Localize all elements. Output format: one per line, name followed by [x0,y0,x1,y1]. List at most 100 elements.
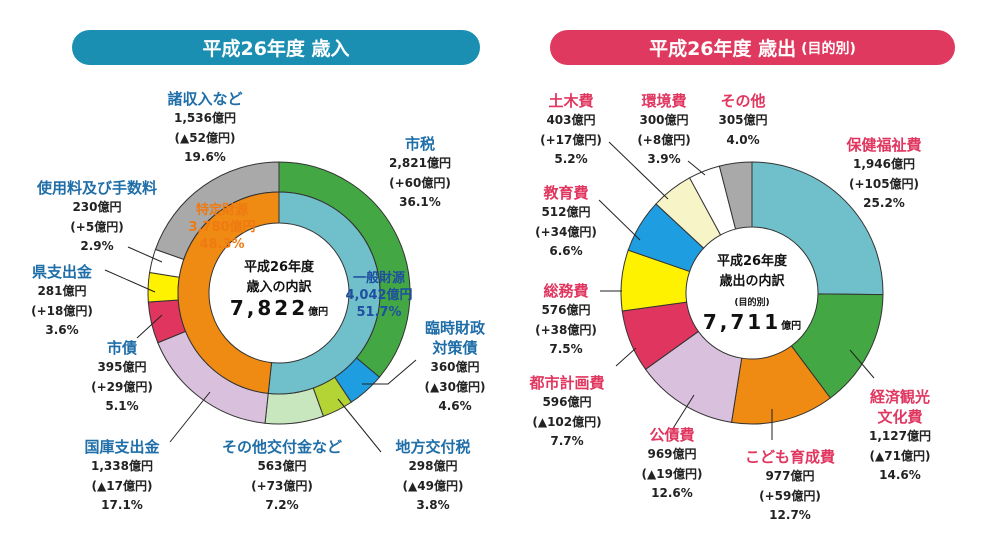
label-name: 公債費 [649,426,695,444]
revenue-title: 平成26年度 歳入 [202,38,350,60]
label-change: (+18億円) [31,303,93,318]
label-pct: 7.2% [265,498,299,512]
revenue-total: 7,822 [229,296,309,320]
label-name: 市債 [106,339,138,357]
label-name: 市税 [404,135,435,153]
label-change: (▲30億円) [424,379,486,394]
slice-label: 環境費 300億円 (+8億円) 3.9% [637,91,690,170]
slice-label: 県支出金 281億円 (+18億円) 3.6% [31,262,93,341]
leader-line [849,349,875,379]
slice-label: 諸収入など 1,536億円 (▲52億円) 19.6% [167,89,242,168]
label-amount: 563億円 [257,459,307,473]
label-name: その他 [720,92,766,110]
label-amount: 512億円 [541,205,591,219]
label-pct: 36.1% [399,195,441,209]
label-change: (+17億円) [540,132,602,147]
label-change: (▲71億円) [869,448,931,463]
label-amount: 2,821億円 [389,156,451,170]
leader-line [598,199,641,241]
slice-label: 国庫支出金 1,338億円 (▲17億円) 17.1% [84,437,159,516]
leader-line [337,398,382,453]
slice-label: 都市計画費 596億円 (▲102億円) 7.7% [529,373,604,452]
slice-その他 [718,161,753,230]
slice-label: 市税 2,821億円 (+60億円) 36.1% [389,134,451,213]
inner-pct: 51.7% [356,305,402,320]
leader-line [127,246,163,263]
revenue-center: 平成26年度 歳入の内訳 7,822億円 [230,258,328,323]
slice-label: 教育費 512億円 (+34億円) 6.6% [535,183,597,262]
slice-特定財源 [177,191,280,394]
slice-label: 市債 395億円 (+29億円) 5.1% [91,338,153,417]
label-change: (+105億円) [848,176,920,191]
leader-line [136,314,163,339]
slice-一般財源 [267,191,381,395]
expense-header: 平成26年度 歳出 (目的別) [550,30,955,65]
label-change: (+8億円) [637,132,691,147]
label-change: (▲52億円) [174,130,236,145]
leader-line [671,394,695,431]
label-amount: 969億円 [647,447,697,461]
label-name: 環境費 [641,92,687,110]
label-name: 地方交付税 [395,438,471,456]
slice-label: 経済観光 文化費 1,127億円 (▲71億円) 14.6% [869,387,931,486]
label-pct: 19.6% [184,150,226,164]
label-amount: 403億円 [546,113,596,127]
label-amount: 576億円 [541,303,591,317]
label-pct: 3.6% [45,323,79,337]
label-pct: 5.2% [554,152,588,166]
label-amount: 298億円 [408,459,458,473]
inner-name: 特定財源 [195,203,248,218]
label-name: 土木費 [548,92,594,110]
label-pct: 5.1% [105,399,139,413]
label-change: (+29億円) [91,379,153,394]
center-line2: 歳入の内訳 [246,280,312,295]
label-pct: 4.6% [438,399,472,413]
slice-label: 臨時財政 対策債 360億円 (▲30億円) 4.6% [425,318,486,417]
label-pct: 14.6% [879,468,921,482]
expense-donut [620,161,884,425]
expense-title: 平成26年度 歳出 [649,38,797,60]
label-change: (+59億円) [759,488,821,503]
label-change: (+60億円) [389,175,451,190]
general-funds-label: 一般財源 4,042億円 51.7% [345,270,412,321]
label-name: 経済観光 文化費 [869,388,930,426]
leader-line [608,141,669,200]
label-change: (▲49億円) [402,478,464,493]
label-pct: 12.6% [651,486,693,500]
label-pct: 3.8% [416,498,450,512]
label-amount: 1,127億円 [869,429,931,443]
center-line1: 平成26年度 [716,254,788,269]
total-unit: 億円 [781,321,802,332]
slice-保健福祉費 [751,161,884,296]
label-pct: 7.7% [550,434,584,448]
total-unit: 億円 [308,307,329,318]
label-amount: 1,536億円 [174,111,236,125]
leader-lines [104,141,875,453]
label-name: 保健福祉費 [846,136,922,154]
label-name: 使用料及び手数料 [36,179,158,197]
slice-label: その他交付金など 563億円 (+73億円) 7.2% [222,437,342,516]
label-amount: 360億円 [430,360,480,374]
label-name: 県支出金 [31,263,93,281]
label-name: 教育費 [543,184,589,202]
slice-label: こども育成費 977億円 (+59億円) 12.7% [745,447,835,526]
label-pct: 3.9% [647,152,681,166]
label-change: (+73億円) [251,478,313,493]
center-line2: 歳出の内訳 [719,274,785,289]
inner-amount: 4,042億円 [345,288,413,303]
leader-line [615,347,637,367]
label-amount: 1,338億円 [91,459,153,473]
label-change: (▲102億円) [532,414,602,429]
leader-line [687,160,706,176]
leader-line [169,391,211,443]
label-pct: 6.6% [549,244,583,258]
label-name: 諸収入など [167,90,243,108]
label-pct: 2.9% [80,239,114,253]
label-amount: 300億円 [639,113,689,127]
slice-label: その他 305億円 4.0% [718,91,767,150]
expense-center: 平成26年度 歳出の内訳 (目的別) 7,711億円 [703,252,801,337]
label-amount: 281億円 [37,284,87,298]
center-line3: (目的別) [734,298,770,308]
